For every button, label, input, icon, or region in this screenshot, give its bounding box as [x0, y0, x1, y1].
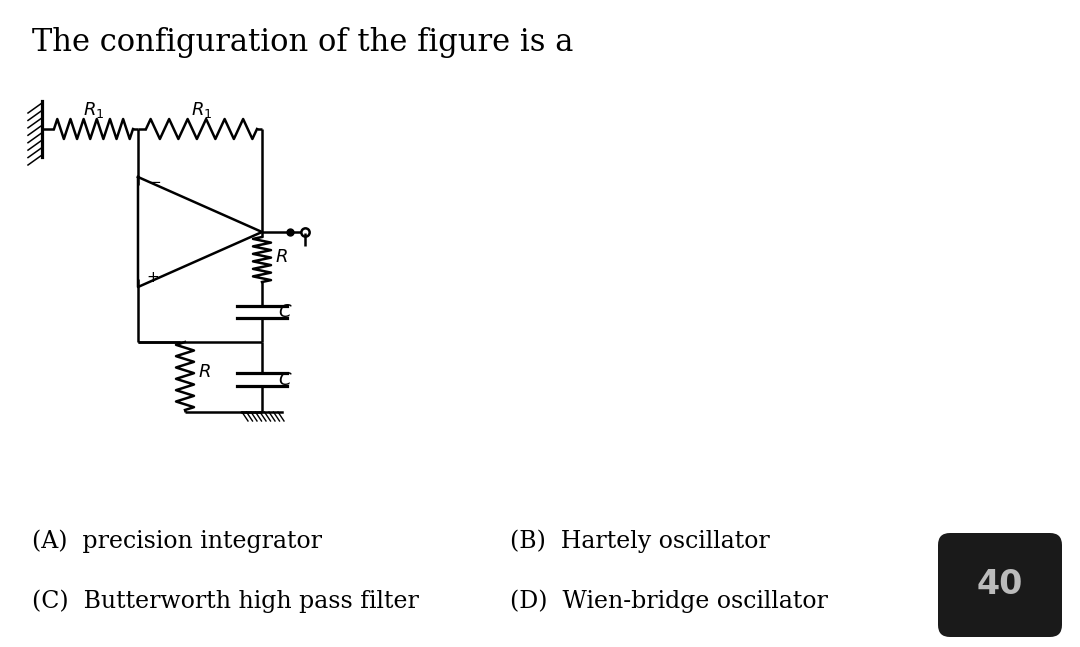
Text: $R_1$: $R_1$	[191, 100, 212, 120]
Text: (D)  Wien-bridge oscillator: (D) Wien-bridge oscillator	[510, 589, 828, 613]
Text: The configuration of the figure is a: The configuration of the figure is a	[32, 27, 573, 58]
Text: (A)  precision integrator: (A) precision integrator	[32, 529, 322, 553]
Text: $R$: $R$	[275, 248, 287, 265]
Text: $+$: $+$	[146, 271, 159, 285]
Text: (B)  Hartely oscillator: (B) Hartely oscillator	[510, 529, 770, 553]
FancyBboxPatch shape	[939, 533, 1062, 637]
Text: $R_1$: $R_1$	[83, 100, 104, 120]
Text: $-$: $-$	[148, 174, 161, 188]
Text: $C$: $C$	[278, 371, 293, 389]
Text: 40: 40	[976, 569, 1023, 602]
Text: $C$: $C$	[278, 303, 293, 321]
Text: (C)  Butterworth high pass filter: (C) Butterworth high pass filter	[32, 589, 419, 613]
Text: $R$: $R$	[198, 363, 211, 381]
